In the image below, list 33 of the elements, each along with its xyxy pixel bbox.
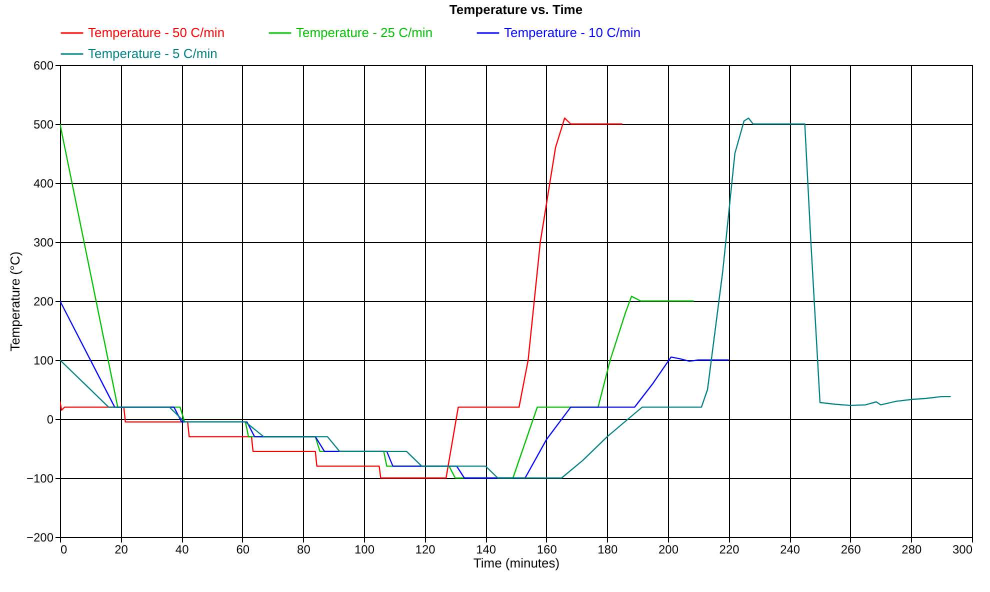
y-tick-label: 600 — [33, 58, 54, 72]
y-tick-label: −200 — [26, 530, 54, 544]
x-tick-label: 0 — [60, 542, 68, 556]
x-tick-label: 20 — [114, 542, 128, 556]
x-tick-label: 80 — [297, 542, 311, 556]
x-tick-label: 100 — [354, 542, 375, 556]
legend-label: Temperature - 5 C/min — [88, 46, 218, 61]
x-tick-label: 40 — [175, 542, 190, 556]
x-tick-label: 260 — [840, 542, 862, 556]
legend-label: Temperature - 50 C/min — [88, 25, 225, 40]
x-tick-label: 60 — [236, 542, 250, 556]
y-tick-label: 100 — [33, 354, 54, 368]
y-tick-label: −100 — [26, 472, 54, 486]
x-tick-label: 120 — [415, 542, 436, 556]
x-tick-label: 220 — [719, 542, 740, 556]
legend-label: Temperature - 10 C/min — [504, 25, 641, 40]
x-tick-label: 280 — [902, 542, 922, 556]
y-tick-label: 0 — [46, 412, 54, 426]
x-tick-label: 300 — [952, 542, 973, 556]
y-tick-label: 200 — [33, 294, 54, 308]
x-tick-label: 180 — [598, 542, 618, 556]
x-axis-title: Time (minutes) — [473, 556, 560, 570]
x-tick-label: 240 — [780, 542, 800, 556]
y-tick-label: 300 — [33, 236, 54, 250]
legend-label: Temperature - 25 C/min — [296, 25, 433, 40]
line-series — [60, 118, 952, 479]
x-tick-label: 200 — [658, 542, 679, 556]
x-tick-label: 140 — [476, 542, 496, 556]
chart-title: Temperature vs. Time — [449, 2, 583, 17]
y-tick-label: 400 — [33, 176, 54, 190]
y-axis-title: Temperature (°C) — [7, 252, 22, 352]
y-tick-label: 500 — [33, 118, 54, 132]
x-tick-label: 160 — [536, 542, 558, 556]
